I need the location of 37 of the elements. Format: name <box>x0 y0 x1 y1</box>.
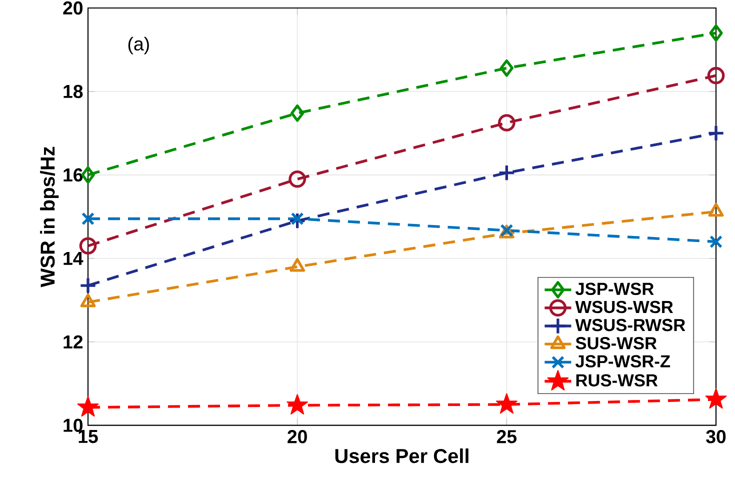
x-tick-label: 20 <box>288 430 307 444</box>
point <box>77 396 99 417</box>
point <box>705 388 727 409</box>
point <box>707 124 725 142</box>
legend-label: WSUS-RWSR <box>575 318 686 332</box>
y-tick-label: 16 <box>64 168 83 182</box>
annotation: (a) <box>128 36 149 54</box>
y-tick-label: 14 <box>64 252 84 265</box>
point <box>79 276 97 294</box>
point <box>81 212 95 226</box>
y-tick-label: 18 <box>64 84 83 98</box>
legend-label: SUS-WSR <box>576 337 657 350</box>
point <box>500 59 514 77</box>
point <box>290 258 306 272</box>
x-tick-label: 15 <box>78 430 98 444</box>
legend-label: JSP-WSR-Z <box>575 355 670 368</box>
y-axis-title: WSR in bps/Hz <box>40 146 59 288</box>
x-axis-title: Users Per Cell <box>335 448 468 464</box>
x-tick-label: 30 <box>706 430 726 444</box>
point <box>498 114 516 132</box>
point <box>80 294 96 308</box>
legend-label: WSUS-WSR <box>575 300 674 314</box>
y-tick-label: 10 <box>64 418 83 432</box>
y-tick-label: 12 <box>64 335 83 348</box>
x-tick-label: 25 <box>496 430 517 444</box>
point <box>709 24 723 42</box>
y-tick-label: 20 <box>63 1 83 15</box>
legend-label: JSP-WSR <box>575 282 654 296</box>
point <box>496 393 518 414</box>
point <box>707 66 725 84</box>
point <box>286 394 308 414</box>
point <box>290 104 304 122</box>
legend-label: RUS-WSR <box>576 374 658 386</box>
point <box>709 235 723 248</box>
point <box>288 170 306 188</box>
point <box>290 212 304 226</box>
point <box>498 164 516 182</box>
